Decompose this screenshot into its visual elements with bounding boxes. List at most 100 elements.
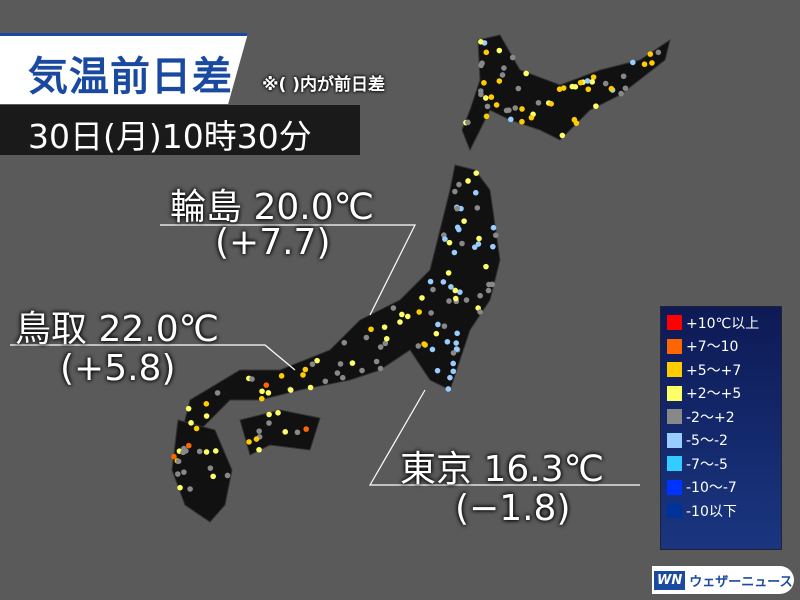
station-dot [478, 62, 484, 69]
station-dot [256, 446, 262, 453]
station-dot [341, 339, 348, 346]
logo-mark: WN [654, 570, 686, 590]
station-dot [307, 384, 314, 391]
station-dot [224, 472, 231, 479]
station-dot [415, 343, 422, 349]
station-dot [377, 365, 384, 372]
station-dot [397, 319, 403, 325]
tottori-leader-line [10, 344, 296, 371]
legend-item: -10〜-7 [667, 476, 781, 500]
station-dot [483, 49, 490, 56]
station-dot [481, 79, 487, 86]
station-dot [282, 429, 289, 435]
legend-item: -10以下 [667, 499, 781, 523]
station-dot [249, 376, 255, 382]
station-dot [447, 374, 453, 381]
station-dot [373, 358, 380, 365]
kyushu [171, 419, 233, 523]
station-dot [177, 484, 183, 491]
station-dot [477, 292, 483, 299]
station-dot [185, 405, 192, 412]
legend-swatch [667, 432, 682, 448]
station-dot [303, 426, 309, 432]
tokyo-leader-line [368, 389, 640, 486]
station-dot [488, 94, 495, 100]
station-dot [435, 321, 441, 328]
station-dot [175, 458, 182, 465]
station-dot [441, 323, 448, 329]
station-dot [180, 449, 186, 456]
station-dot [337, 361, 344, 367]
station-dot [473, 170, 480, 176]
station-dot [535, 100, 542, 106]
station-dot [309, 361, 316, 367]
wajima-label: 輪島 20.0℃ [170, 187, 375, 228]
station-dot [452, 287, 459, 294]
station-dot [433, 330, 440, 337]
station-dot [266, 411, 272, 418]
station-dot [548, 101, 554, 107]
station-dot [185, 442, 192, 449]
station-dot [253, 436, 260, 442]
station-dot [258, 395, 265, 402]
station-dot [465, 119, 471, 126]
weathernews-logo: WN ウェザーニュース [652, 566, 794, 594]
station-dot [478, 39, 484, 45]
station-dot [334, 370, 341, 376]
station-dot [647, 51, 654, 57]
station-dot [259, 388, 265, 395]
station-dot [641, 61, 648, 68]
station-dot [434, 367, 441, 374]
station-dot [452, 295, 459, 302]
station-dot [442, 236, 448, 242]
station-dot [519, 106, 525, 112]
station-dot [287, 387, 294, 393]
station-dot [444, 338, 451, 345]
legend-item: -2〜+2 [667, 405, 781, 429]
wajima-leader-line [160, 224, 416, 316]
station-dot [559, 132, 566, 139]
hokkaido [461, 34, 671, 152]
note: ※( )内が前日差 [262, 75, 385, 95]
station-dot [630, 59, 636, 66]
station-dot [349, 360, 356, 366]
tokyo-diff: (−1.8) [455, 488, 571, 529]
station-dot [421, 341, 427, 347]
station-dot [492, 232, 499, 239]
station-dot [171, 453, 177, 460]
station-dot [210, 473, 216, 480]
station-dot [214, 390, 221, 396]
station-dot [515, 85, 522, 92]
station-dot [622, 85, 629, 92]
station-dot [589, 79, 596, 85]
station-dot [506, 107, 512, 113]
station-dot [445, 386, 452, 392]
station-dot [450, 368, 457, 375]
station-dot [383, 335, 390, 342]
station-dot [572, 84, 579, 90]
legend-swatch [667, 503, 682, 519]
station-dot [300, 372, 306, 378]
station-dot [207, 465, 214, 471]
station-dot [359, 367, 365, 374]
station-dot [427, 278, 434, 285]
legend-item: +5〜+7 [667, 358, 781, 382]
station-dot [465, 178, 471, 184]
legend-swatch [667, 362, 682, 378]
station-dot [490, 224, 497, 231]
station-dot [528, 114, 535, 121]
station-dot [458, 205, 464, 212]
station-dot [294, 429, 301, 436]
station-dot [463, 297, 470, 303]
station-dot [322, 378, 329, 385]
station-dot [181, 469, 187, 475]
station-dot [450, 350, 457, 356]
station-dot [478, 91, 484, 98]
station-dot [573, 120, 580, 126]
station-dot [512, 105, 519, 111]
datetime: 30日(月)10時30分 [28, 117, 312, 156]
station-dot [278, 373, 285, 379]
station-dot [523, 70, 529, 77]
station-dot [428, 310, 434, 316]
station-dot [608, 85, 615, 92]
